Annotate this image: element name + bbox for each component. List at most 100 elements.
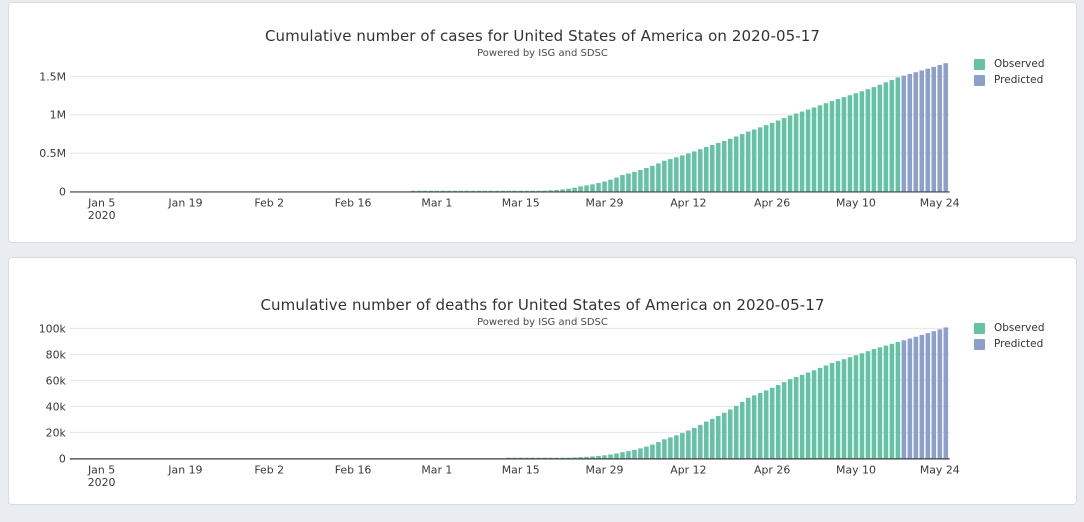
bar-observed bbox=[727, 409, 733, 459]
bar-observed bbox=[757, 127, 763, 192]
y-tick-label: 100k bbox=[39, 322, 67, 335]
bar-observed bbox=[721, 140, 727, 192]
bar-observed bbox=[590, 456, 595, 459]
bar-observed bbox=[584, 456, 589, 459]
bar-observed bbox=[727, 138, 733, 192]
bar-observed bbox=[422, 190, 428, 192]
bar-observed bbox=[644, 446, 649, 459]
bar-observed bbox=[572, 457, 577, 459]
bar-observed bbox=[680, 155, 685, 192]
bar-observed bbox=[434, 190, 440, 192]
bar-predicted bbox=[943, 327, 949, 459]
y-tick-label: 0 bbox=[59, 185, 66, 198]
bar-observed bbox=[524, 457, 529, 459]
bar-observed bbox=[626, 173, 631, 192]
bar-observed bbox=[859, 91, 865, 192]
bar-observed bbox=[614, 453, 619, 459]
bar-observed bbox=[895, 77, 901, 192]
bar-observed bbox=[614, 177, 619, 192]
bar-observed bbox=[871, 349, 877, 459]
x-tick-label: May 24 bbox=[920, 463, 960, 476]
bar-observed bbox=[715, 143, 721, 192]
bar-observed bbox=[542, 457, 547, 459]
bar-observed bbox=[787, 379, 793, 459]
x-tick-label: Mar 29 bbox=[586, 463, 624, 476]
x-tick-label: May 24 bbox=[920, 196, 960, 209]
bar-observed bbox=[602, 455, 607, 459]
bar-observed bbox=[578, 457, 583, 459]
bar-observed bbox=[674, 435, 679, 459]
bar-observed bbox=[560, 189, 565, 192]
legend-item-observed[interactable]: Observed bbox=[974, 58, 1045, 70]
bar-observed bbox=[464, 190, 470, 192]
bar-observed bbox=[590, 184, 595, 192]
bar-observed bbox=[883, 345, 889, 459]
bar-observed bbox=[620, 452, 625, 459]
x-tick-label: Mar 15 bbox=[502, 463, 540, 476]
bar-observed bbox=[751, 395, 757, 459]
bar-observed bbox=[566, 188, 571, 192]
legend-label: Observed bbox=[994, 58, 1045, 70]
bar-observed bbox=[524, 190, 529, 192]
bar-observed bbox=[835, 361, 841, 459]
bar-observed bbox=[841, 359, 847, 459]
bar-observed bbox=[721, 412, 727, 459]
bar-observed bbox=[805, 109, 811, 192]
bar-observed bbox=[757, 392, 763, 459]
bar-observed bbox=[877, 84, 883, 192]
bar-observed bbox=[656, 163, 661, 192]
bar-observed bbox=[793, 113, 799, 192]
bar-observed bbox=[710, 418, 715, 459]
bar-observed bbox=[458, 190, 464, 192]
bar-observed bbox=[650, 444, 655, 459]
bar-observed bbox=[440, 190, 446, 192]
bar-observed bbox=[865, 89, 871, 192]
legend-item-predicted[interactable]: Predicted bbox=[974, 74, 1045, 86]
bar-observed bbox=[548, 190, 553, 192]
cases-chart-card: 0 0.5M 1M 1.5M Jan 5 2020 Jan 19 Feb 2 Feb 16 Mar… bbox=[8, 2, 1077, 243]
bar-predicted bbox=[913, 72, 919, 192]
bar-observed bbox=[578, 186, 583, 192]
bar-observed bbox=[494, 190, 500, 192]
bar-observed bbox=[787, 115, 793, 192]
bar-observed bbox=[697, 149, 703, 192]
bar-observed bbox=[692, 427, 697, 459]
bar-observed bbox=[656, 442, 661, 459]
bar-observed bbox=[638, 170, 643, 192]
x-tick-label: Jan 19 bbox=[167, 196, 202, 209]
bar-observed bbox=[554, 457, 559, 459]
bar-observed bbox=[775, 120, 781, 192]
bar-predicted bbox=[925, 333, 931, 459]
bar-observed bbox=[769, 122, 775, 192]
legend-item-observed[interactable]: Observed bbox=[974, 322, 1045, 334]
bar-observed bbox=[596, 183, 601, 192]
bar-predicted bbox=[901, 340, 907, 459]
bar-observed bbox=[626, 451, 631, 459]
bar-observed bbox=[745, 397, 751, 459]
deaths-chart-title: Cumulative number of deaths for United S… bbox=[260, 296, 825, 314]
x-tick-label: Apr 26 bbox=[754, 196, 790, 209]
x-tick-label: Feb 16 bbox=[335, 196, 372, 209]
bar-observed bbox=[847, 95, 853, 192]
bar-observed bbox=[703, 146, 709, 192]
bar-observed bbox=[542, 190, 547, 192]
bar-observed bbox=[692, 151, 697, 192]
bar-observed bbox=[799, 111, 805, 192]
bar-observed bbox=[602, 181, 607, 192]
bar-observed bbox=[668, 159, 673, 192]
bar-observed bbox=[548, 457, 553, 459]
bar-observed bbox=[680, 433, 685, 459]
bar-observed bbox=[853, 93, 859, 192]
bar-predicted bbox=[901, 75, 907, 192]
legend-item-predicted[interactable]: Predicted bbox=[974, 338, 1045, 350]
deaths-chart-card: 0 20k 40k 60k 80k 100k Jan 5 2020 Jan 19 Feb 2 Feb… bbox=[8, 257, 1077, 505]
bar-observed bbox=[853, 355, 859, 459]
bar-observed bbox=[536, 457, 541, 459]
bar-predicted bbox=[907, 338, 913, 459]
bar-observed bbox=[739, 401, 745, 459]
bar-observed bbox=[823, 103, 829, 192]
bar-observed bbox=[733, 136, 739, 192]
